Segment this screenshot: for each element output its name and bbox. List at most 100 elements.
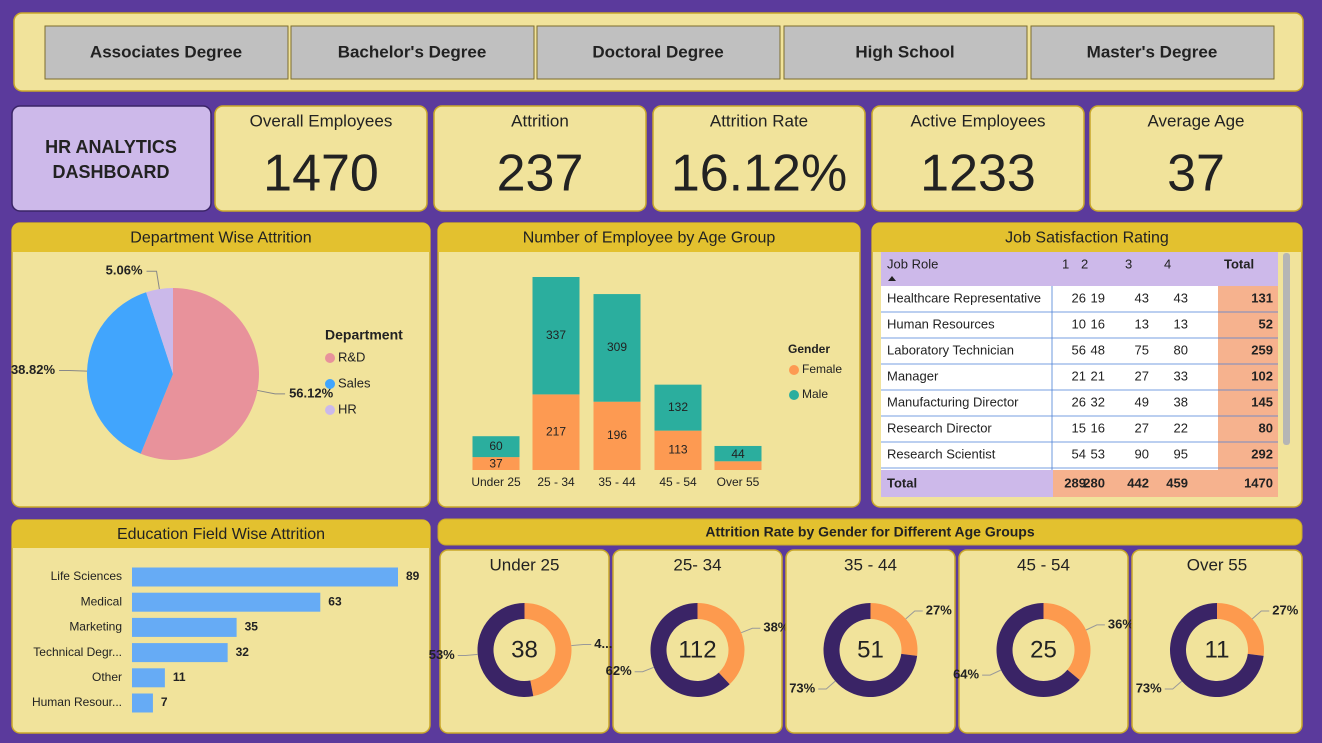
table-cell: 145 — [1251, 394, 1273, 409]
table-body — [881, 286, 1278, 470]
x-tick-label: 45 - 54 — [659, 475, 697, 489]
bar-segment — [714, 445, 762, 462]
leader-line — [457, 653, 478, 657]
kpi-value: 16.12% — [671, 145, 847, 203]
y-tick-label: Life Sciences — [51, 569, 122, 583]
bar-segment — [714, 461, 762, 470]
table-cell: 259 — [1251, 342, 1273, 357]
slicer-button[interactable] — [44, 25, 289, 80]
donut-segment — [697, 603, 745, 685]
data-label: 217 — [546, 424, 566, 438]
slicer-button[interactable] — [536, 25, 781, 80]
dashboard-title: HR ANALYTICS — [45, 137, 177, 157]
table-column-header: 3 — [1125, 256, 1132, 271]
donut-segment — [996, 603, 1080, 697]
table-column-header: Job Role — [887, 256, 938, 271]
kpi-value: 37 — [1167, 145, 1225, 203]
table-header-bg — [881, 252, 1278, 286]
legend-label: Sales — [338, 375, 371, 390]
donut-segment — [524, 603, 572, 697]
table-column-header: 1 — [1062, 256, 1069, 271]
y-tick-label: Human Resour... — [32, 695, 122, 709]
table-cell: 32 — [1091, 394, 1105, 409]
slicer-label[interactable]: High School — [855, 42, 954, 61]
slicer-button[interactable] — [783, 25, 1028, 80]
legend-swatch — [325, 379, 335, 389]
donut-segment — [1169, 603, 1264, 698]
data-label: 11 — [173, 670, 186, 684]
donut-title: Under 25 — [490, 555, 560, 574]
data-label: 7 — [161, 695, 168, 709]
table-cell: 90 — [1135, 446, 1149, 461]
table-cell: 43 — [1174, 290, 1188, 305]
leader-line — [741, 627, 761, 634]
data-label: 35 — [245, 620, 259, 634]
leader-line — [905, 610, 923, 620]
panel-header — [872, 223, 1302, 252]
legend-label: Male — [802, 387, 828, 401]
table-cell: 49 — [1135, 394, 1149, 409]
data-label: 63 — [328, 594, 342, 608]
table-cell: 48 — [1091, 342, 1105, 357]
x-tick-label: Over 55 — [717, 475, 760, 489]
donut-title: 25- 34 — [673, 555, 721, 574]
y-tick-label: Technical Degr... — [33, 645, 122, 659]
pie-slice — [87, 292, 173, 454]
slicer-button[interactable] — [1030, 25, 1275, 80]
table-cell: 38 — [1174, 394, 1188, 409]
kpi-value: 237 — [497, 145, 584, 203]
bar-segment — [654, 430, 702, 470]
donut-center: 25 — [1030, 636, 1057, 663]
table-cell: 13 — [1135, 316, 1149, 331]
legend-label: Female — [802, 362, 842, 376]
slicer-label[interactable]: Bachelor's Degree — [338, 42, 487, 61]
slicer-label[interactable]: Associates Degree — [90, 42, 242, 61]
table-cell: 95 — [1174, 446, 1188, 461]
scrollbar[interactable] — [1283, 253, 1290, 445]
donut-center: 112 — [678, 636, 716, 663]
table-total: 459 — [1166, 475, 1188, 490]
donut-center: 38 — [511, 636, 538, 663]
table-cell: 22 — [1174, 420, 1188, 435]
donut-center: 51 — [857, 636, 884, 663]
donut-title: Over 55 — [1187, 555, 1247, 574]
data-label: 89 — [406, 569, 420, 583]
table-cell: 102 — [1251, 368, 1273, 383]
bar-segment — [593, 401, 641, 470]
data-label: 27% — [926, 602, 952, 617]
slicer-label[interactable]: Master's Degree — [1087, 42, 1218, 61]
dashboard-title: DASHBOARD — [53, 162, 170, 182]
table-cell: 26 — [1072, 394, 1086, 409]
bar — [132, 693, 153, 713]
panel — [958, 549, 1129, 734]
legend-swatch — [325, 405, 335, 415]
leader-line — [818, 680, 836, 690]
table-cell: 75 — [1135, 342, 1149, 357]
slicer-button[interactable] — [290, 25, 535, 80]
title-card — [11, 105, 212, 212]
y-tick-label: Marketing — [69, 620, 122, 634]
leader-line — [1164, 680, 1183, 690]
leader-line — [257, 389, 286, 395]
table-row-label: Manufacturing Director — [887, 394, 1019, 409]
data-label: 37 — [489, 457, 503, 471]
data-label: 60 — [489, 439, 503, 453]
slicer-label[interactable]: Doctoral Degree — [592, 42, 723, 61]
table-cell: 27 — [1135, 368, 1149, 383]
leader-line — [1251, 610, 1270, 620]
donut-segment — [477, 603, 534, 698]
data-label: 64% — [953, 667, 979, 682]
table-cell: 131 — [1251, 290, 1273, 305]
table-cell: 56 — [1072, 342, 1086, 357]
table-cell: 16 — [1091, 316, 1105, 331]
data-label: 32 — [236, 645, 250, 659]
data-label: 44 — [731, 447, 745, 461]
leader-line — [634, 666, 654, 673]
legend-label: R&D — [338, 349, 365, 364]
legend-title: Department — [325, 327, 403, 343]
table-row-label: Research Director — [887, 420, 992, 435]
table-cell: 19 — [1091, 290, 1105, 305]
data-label: 27% — [1272, 602, 1298, 617]
donut-segment — [650, 603, 730, 697]
data-label: 73% — [1136, 680, 1162, 695]
